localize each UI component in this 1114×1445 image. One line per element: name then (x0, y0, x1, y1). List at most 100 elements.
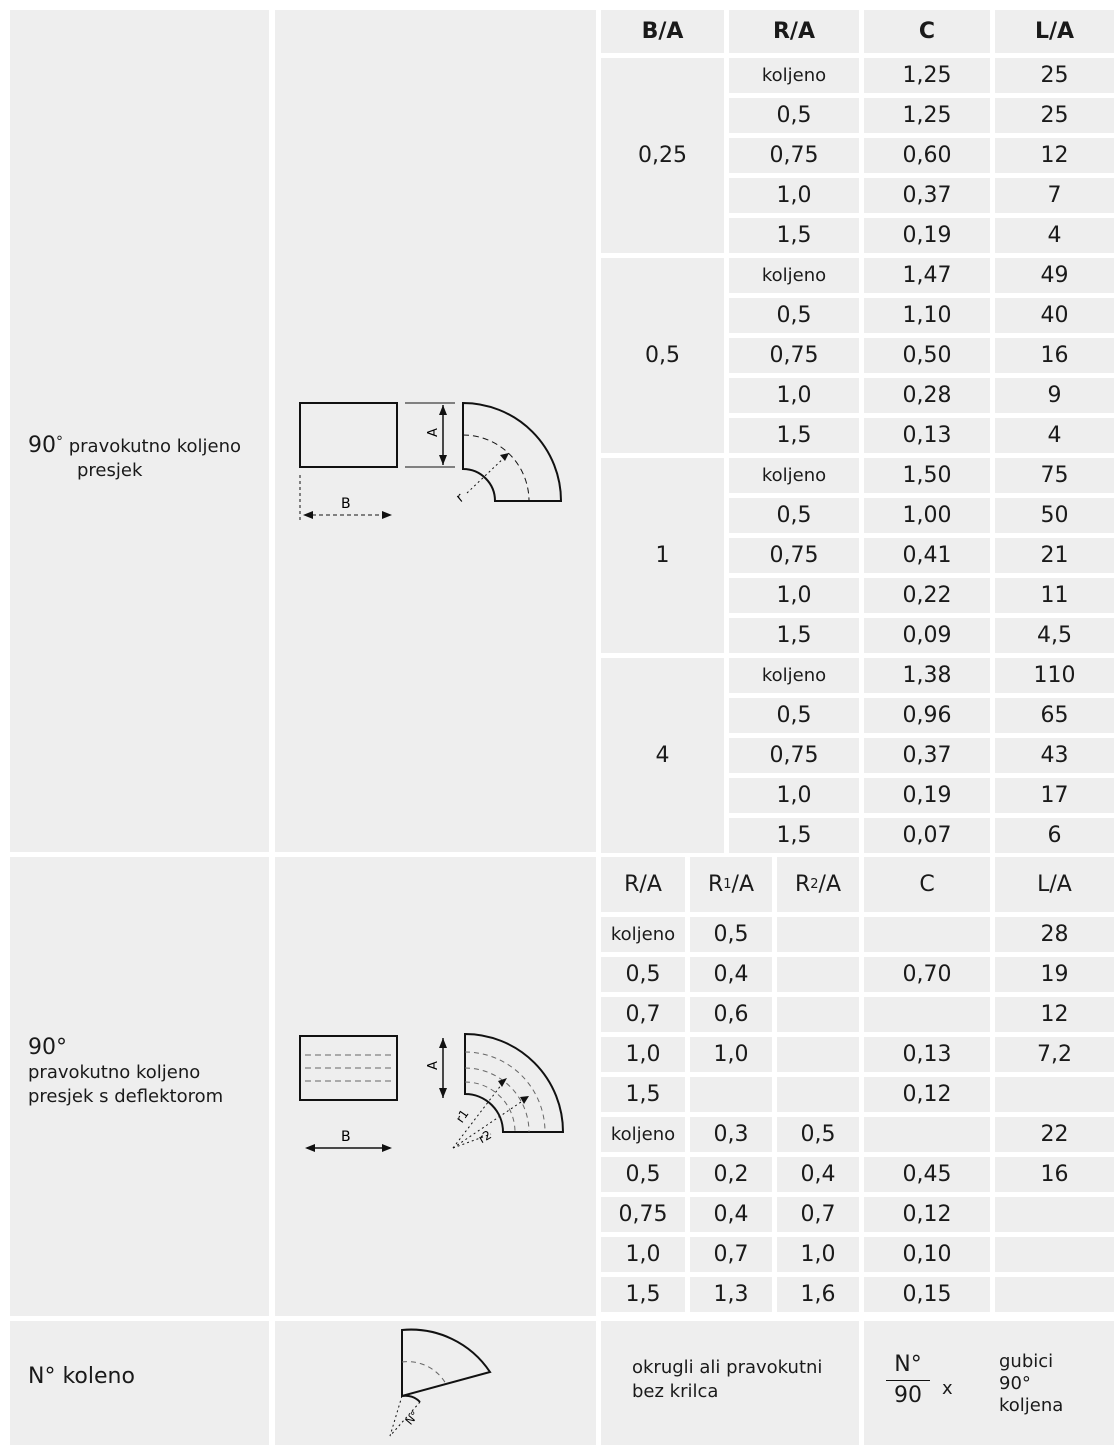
section2-dim-r2: r2 (476, 1128, 494, 1146)
r2-cell (777, 957, 859, 992)
r2-cell (777, 997, 859, 1032)
c-cell: 0,60 (864, 138, 990, 173)
c-cell: 1,25 (864, 98, 990, 133)
section3-label-cell (10, 1321, 269, 1445)
ra-cell: 1,5 (601, 1077, 685, 1112)
section3-desc-cell (601, 1321, 859, 1445)
c-cell: 1,47 (864, 258, 990, 293)
la-cell: 43 (995, 738, 1114, 773)
la-cell: 4,5 (995, 618, 1114, 653)
section1-label-line2: presjek (77, 460, 143, 481)
ra-cell: koljeno (729, 58, 859, 93)
c-cell: 1,38 (864, 658, 990, 693)
r2-cell (777, 1037, 859, 1072)
la-cell: 12 (995, 138, 1114, 173)
r1-cell: 0,2 (690, 1157, 772, 1192)
c-cell: 0,37 (864, 178, 990, 213)
ra-cell: koljeno (729, 258, 859, 293)
s1-header-ba: B/A (601, 10, 724, 53)
ra-cell: 0,5 (601, 1157, 685, 1192)
section1-dim-a: A (426, 428, 441, 437)
s2-header-r2-main: R (794, 872, 811, 897)
section2-dim-a: A (426, 1061, 441, 1070)
c-cell: 0,22 (864, 578, 990, 613)
c-cell: 0,45 (864, 1157, 990, 1192)
ra-cell: 1,5 (729, 418, 859, 453)
section3-fraction-den: 90 (894, 1383, 922, 1408)
ra-cell: 0,75 (601, 1197, 685, 1232)
la-cell (995, 1277, 1114, 1312)
r1-cell: 0,4 (690, 957, 772, 992)
section3-formula-cell (864, 1321, 1114, 1445)
section2-label: 90° pravokutno koljeno presjek s deflekt… (28, 1036, 223, 1109)
c-cell: 0,12 (864, 1197, 990, 1232)
la-cell: 4 (995, 418, 1114, 453)
r1-cell: 0,4 (690, 1197, 772, 1232)
c-cell: 0,13 (864, 418, 990, 453)
la-cell: 25 (995, 58, 1114, 93)
ra-cell: koljeno (601, 917, 685, 952)
la-cell: 4 (995, 218, 1114, 253)
section3-loss-line2: 90° (999, 1373, 1031, 1394)
la-cell: 7 (995, 178, 1114, 213)
r2-cell (777, 1077, 859, 1112)
section3-diagram-cell (275, 1321, 596, 1445)
section1-label: 90° pravokutno koljeno presjek (28, 430, 241, 483)
s1-header-c: C (864, 10, 990, 53)
la-cell: 17 (995, 778, 1114, 813)
section1-dim-r: r (453, 490, 467, 505)
r1-cell: 1,0 (690, 1037, 772, 1072)
s2-header-r1-tail: /A (731, 872, 755, 897)
c-cell: 0,41 (864, 538, 990, 573)
la-cell: 75 (995, 458, 1114, 493)
section3-loss-line3: koljena (999, 1395, 1064, 1416)
s2-header-r2a: R 2/A (777, 857, 859, 912)
la-cell: 49 (995, 258, 1114, 293)
r2-cell: 0,7 (777, 1197, 859, 1232)
la-cell (995, 1237, 1114, 1272)
ra-cell: koljeno (601, 1117, 685, 1152)
section1-diagram-cell (275, 10, 596, 852)
ra-cell: 0,75 (729, 338, 859, 373)
section1-label-deg-sym: ° (56, 434, 63, 450)
c-cell: 0,37 (864, 738, 990, 773)
la-cell: 65 (995, 698, 1114, 733)
la-cell: 25 (995, 98, 1114, 133)
r1-cell: 1,3 (690, 1277, 772, 1312)
c-cell: 0,09 (864, 618, 990, 653)
s2-header-ra: R/A (601, 857, 685, 912)
r1-cell: 0,5 (690, 917, 772, 952)
r1-cell: 0,3 (690, 1117, 772, 1152)
ba-group-cell: 0,25 (601, 58, 724, 253)
section3-desc-line2: bez krilca (632, 1381, 719, 1402)
c-cell: 0,19 (864, 778, 990, 813)
la-cell: 16 (995, 338, 1114, 373)
r1-cell (690, 1077, 772, 1112)
c-cell: 0,70 (864, 957, 990, 992)
la-cell: 50 (995, 498, 1114, 533)
ra-cell: 1,5 (729, 218, 859, 253)
la-cell: 28 (995, 917, 1114, 952)
c-cell: 0,13 (864, 1037, 990, 1072)
ra-cell: 0,75 (729, 138, 859, 173)
c-cell: 1,50 (864, 458, 990, 493)
s2-header-r1-sub: 1 (723, 877, 732, 892)
s2-header-r1a: R 1/A (690, 857, 772, 912)
ra-cell: koljeno (729, 658, 859, 693)
c-cell: 1,25 (864, 58, 990, 93)
section2-deflector-elbow-diagram: A B r1 r2 (299, 1032, 565, 1152)
section1-label-cell (10, 10, 269, 852)
ba-group-cell: 4 (601, 658, 724, 853)
s2-header-la: L/A (995, 857, 1114, 912)
ra-cell: 1,5 (729, 618, 859, 653)
section2-dim-r1: r1 (453, 1107, 472, 1125)
ra-cell: 1,0 (729, 578, 859, 613)
ra-cell: 1,0 (729, 778, 859, 813)
ba-group-cell: 0,5 (601, 258, 724, 453)
c-cell: 1,00 (864, 498, 990, 533)
section3-label: N° koleno (28, 1364, 135, 1389)
section3-fraction: N° 90 (886, 1352, 930, 1409)
section3-fraction-num: N° (886, 1352, 930, 1381)
la-cell: 110 (995, 658, 1114, 693)
ra-cell: 0,5 (729, 98, 859, 133)
